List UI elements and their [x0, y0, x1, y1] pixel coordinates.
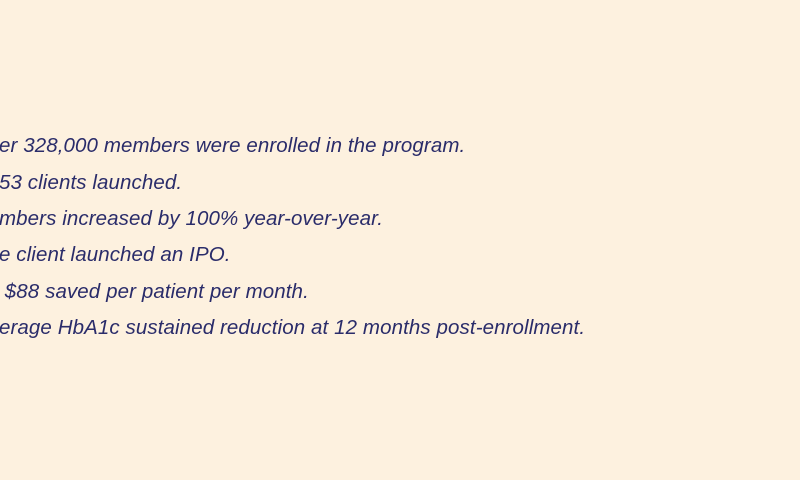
fact-client-ipo: e client launched an IPO.: [0, 243, 231, 266]
fact-savings: $88 saved per patient per month.: [0, 280, 309, 303]
fact-hba1c-reduction: erage HbA1c sustained reduction at 12 mo…: [0, 316, 586, 339]
fact-members-enrolled: er 328,000 members were enrolled in the …: [0, 134, 466, 157]
fact-members-increase: mbers increased by 100% year-over-year.: [0, 207, 384, 230]
fact-clients-launched: 53 clients launched.: [0, 171, 183, 194]
